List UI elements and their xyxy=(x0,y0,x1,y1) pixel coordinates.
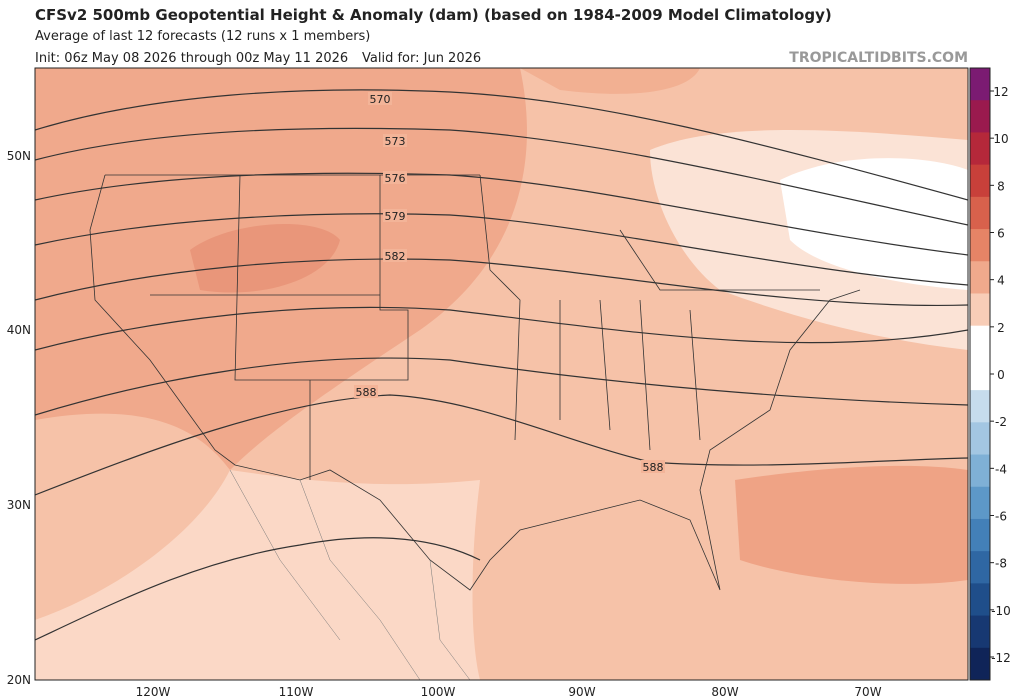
colorbar-segment xyxy=(970,229,990,262)
lon-label: 80W xyxy=(711,685,738,699)
colorbar-segment xyxy=(970,132,990,166)
colorbar-segment xyxy=(970,615,990,649)
valid: Valid for: Jun 2026 xyxy=(362,51,481,66)
contour-label: 588 xyxy=(356,386,377,399)
colorbar-segment xyxy=(970,164,990,198)
contour-label: 576 xyxy=(385,172,406,185)
colorbar-segment xyxy=(970,454,990,488)
lon-label: 90W xyxy=(568,685,595,699)
title: CFSv2 500mb Geopotential Height & Anomal… xyxy=(35,6,832,24)
colorbar-segment xyxy=(970,551,990,584)
lat-label: 40N xyxy=(7,323,31,337)
watermark: TROPICALTIDBITS.COM xyxy=(789,50,968,66)
colorbar-segment xyxy=(970,68,990,101)
contour-label: 582 xyxy=(385,250,406,263)
colorbar-label: 6 xyxy=(997,227,1005,241)
map xyxy=(35,68,968,680)
lon-label: 110W xyxy=(279,685,314,699)
colorbar-label: 8 xyxy=(997,179,1005,193)
colorbar-segment xyxy=(970,486,990,520)
anomaly-north xyxy=(35,68,700,94)
colorbar-label: 4 xyxy=(997,274,1005,288)
contour-label: 573 xyxy=(385,135,406,148)
contour-label: 570 xyxy=(370,93,391,106)
colorbar-label: -4 xyxy=(995,462,1007,476)
contour-label-bg xyxy=(354,385,378,398)
contour-label: 588 xyxy=(643,461,664,474)
contour-label: 579 xyxy=(385,210,406,223)
colorbar-segment xyxy=(970,196,990,230)
colorbar-segment xyxy=(970,325,990,359)
lon-label: 70W xyxy=(854,685,881,699)
colorbar-label: 10 xyxy=(993,132,1008,146)
anomaly-atlantic xyxy=(735,465,968,584)
colorbar-segment xyxy=(970,100,990,133)
lon-label: 100W xyxy=(421,685,456,699)
colorbar-segment xyxy=(970,518,990,552)
map-frame xyxy=(34,67,969,681)
colorbar-segment xyxy=(970,647,990,681)
colorbar-segment xyxy=(970,261,990,294)
colorbar-label: -12 xyxy=(991,651,1011,665)
lat-label: 50N xyxy=(7,149,31,163)
contour-label-bg xyxy=(383,134,407,147)
colorbar-segment xyxy=(970,293,990,327)
colorbar-label: 0 xyxy=(997,368,1005,382)
colorbar-segment xyxy=(970,357,990,391)
colorbar-label: -2 xyxy=(995,415,1007,429)
colorbar-label: -6 xyxy=(995,510,1007,524)
colorbar-segment xyxy=(970,422,990,456)
colorbar-label: 2 xyxy=(997,321,1005,335)
contour-label-bg xyxy=(383,249,407,262)
colorbar-label: -8 xyxy=(995,557,1007,571)
contour-label-bg xyxy=(368,92,392,105)
contour-label-bg xyxy=(383,209,407,222)
lon-label: 120W xyxy=(136,685,171,699)
colorbar-segment xyxy=(970,390,990,423)
init: Init: 06z May 08 2026 through 00z May 11… xyxy=(35,51,348,66)
contour-label-bg xyxy=(641,460,665,473)
subtitle: Average of last 12 forecasts (12 runs x … xyxy=(35,29,370,44)
colorbar-segment xyxy=(970,583,990,617)
anomaly-core xyxy=(190,223,340,293)
anomaly-mexico xyxy=(35,470,480,680)
lat-label: 30N xyxy=(7,498,31,512)
colorbar-label: -10 xyxy=(991,604,1011,618)
anomaly-ne-white xyxy=(780,158,968,290)
colorbar-label: 12 xyxy=(993,85,1008,99)
contour-label-bg xyxy=(383,171,407,184)
lat-label: 20N xyxy=(7,673,31,687)
